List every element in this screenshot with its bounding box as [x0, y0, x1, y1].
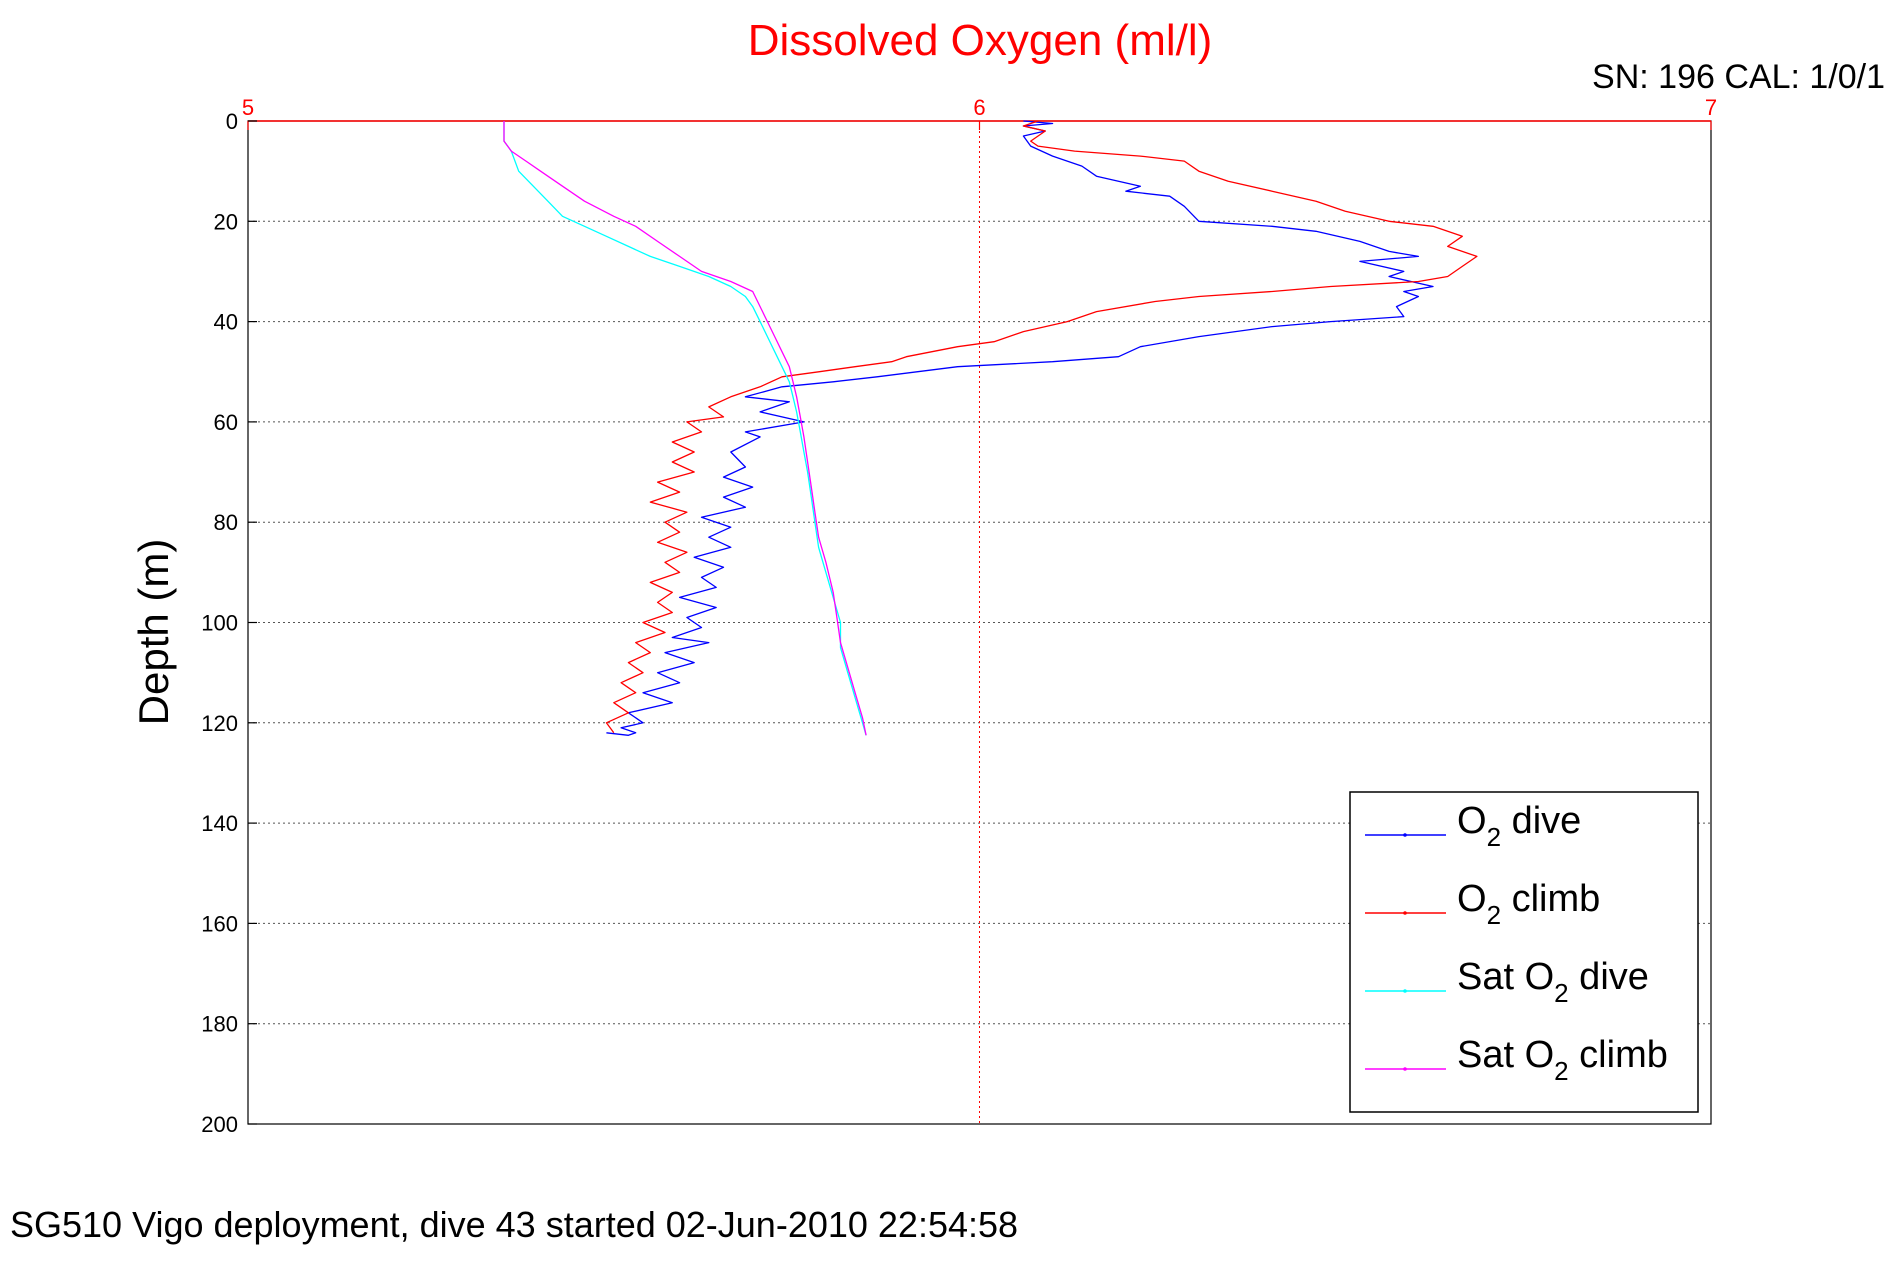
legend-label-o2-climb: O2 climb [1457, 878, 1600, 930]
y-tick-label: 200 [201, 1112, 238, 1137]
x-tick-label: 5 [242, 95, 254, 120]
y-tick-label: 40 [214, 310, 238, 335]
y-axis-ticks: 0 20 40 60 80 100 120 140 160 180 200 [201, 109, 257, 1137]
serial-calibration-label: SN: 196 CAL: 1/0/1 [1592, 58, 1885, 96]
x-tick-label: 6 [973, 95, 985, 120]
legend-label-sat-o2-climb: Sat O2 climb [1457, 1034, 1668, 1086]
x-axis-ticks: 5 6 7 [242, 95, 1717, 130]
x-tick-label: 7 [1705, 95, 1717, 120]
legend-marker-o2-dive [1403, 833, 1407, 837]
legend-label-o2-dive: O2 dive [1457, 800, 1581, 852]
y-tick-label: 0 [226, 109, 238, 134]
y-tick-label: 80 [214, 510, 238, 535]
series-line-o2-dive [606, 120, 1434, 736]
legend-marker-sat-o2-dive [1403, 989, 1407, 993]
legend-marker-o2-climb [1403, 911, 1407, 915]
deployment-caption: SG510 Vigo deployment, dive 43 started 0… [10, 1204, 1018, 1245]
chart-title: Dissolved Oxygen (ml/l) [748, 16, 1213, 65]
y-tick-label: 140 [201, 811, 238, 836]
series-line-o2-climb [605, 120, 1478, 734]
y-tick-label: 160 [201, 911, 238, 936]
y-axis-label: Depth (m) [130, 539, 177, 726]
legend-marker-sat-o2-climb [1403, 1067, 1407, 1071]
y-tick-label: 100 [201, 611, 238, 636]
y-tick-label: 20 [214, 209, 238, 234]
series-line-sat-o2-dive [503, 121, 867, 736]
series-line-sat-o2-climb [503, 121, 867, 736]
y-tick-label: 60 [214, 410, 238, 435]
series-lines [503, 120, 1478, 736]
y-tick-label: 180 [201, 1012, 238, 1037]
grid [248, 121, 1711, 1124]
legend-box [1349, 791, 1699, 1113]
legend-label-sat-o2-dive: Sat O2 dive [1457, 956, 1649, 1008]
y-tick-label: 120 [201, 711, 238, 736]
legend: O2 dive O2 climb Sat O2 dive Sat O2 climb [1349, 791, 1699, 1113]
